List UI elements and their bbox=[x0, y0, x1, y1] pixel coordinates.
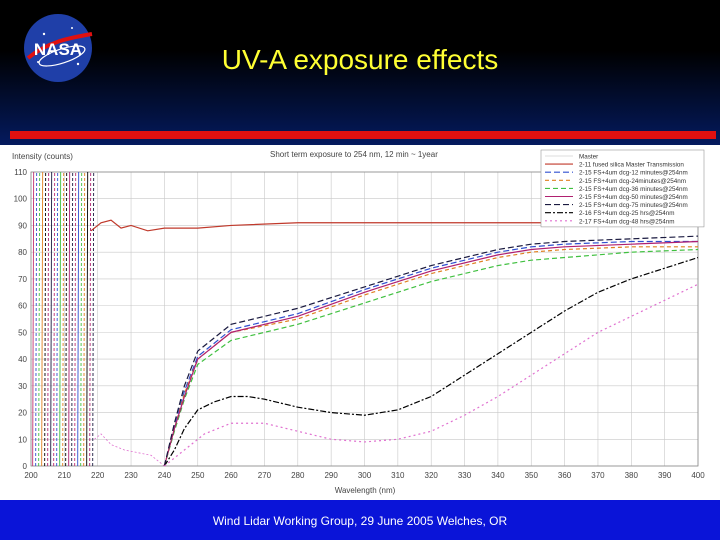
x-tick-label-350: 350 bbox=[525, 471, 539, 480]
footer-bar: Wind Lidar Working Group, 29 June 2005 W… bbox=[0, 500, 720, 540]
noise-spike-1 bbox=[35, 171, 38, 467]
plot-frame bbox=[30, 171, 699, 467]
legend-entry-8: 2-17 FS+4um dcg-48 hrs@254nm bbox=[579, 218, 674, 225]
noise-spike-2 bbox=[38, 171, 41, 467]
y-tick-label-40: 40 bbox=[18, 355, 27, 364]
noise-tail bbox=[94, 433, 165, 467]
x-tick-label-270: 270 bbox=[258, 471, 272, 480]
noise-spike-17 bbox=[83, 171, 86, 467]
noise-spike-5 bbox=[47, 171, 50, 467]
noise-spike-13 bbox=[71, 171, 74, 467]
noise-spike-14 bbox=[74, 171, 77, 467]
noise-spike-3 bbox=[41, 171, 44, 467]
x-tick-label-400: 400 bbox=[691, 471, 705, 480]
noise-spike-0 bbox=[32, 171, 35, 467]
x-tick-label-310: 310 bbox=[391, 471, 405, 480]
x-axis-label: Wavelength (nm) bbox=[335, 486, 396, 495]
x-tick-label-230: 230 bbox=[124, 471, 138, 480]
noise-spike-12 bbox=[68, 171, 71, 467]
series-line-5 bbox=[163, 240, 699, 467]
x-tick-label-320: 320 bbox=[425, 471, 439, 480]
y-axis-label: Intensity (counts) bbox=[12, 152, 73, 161]
x-tick-label-300: 300 bbox=[358, 471, 372, 480]
nasa-logo: NASA bbox=[24, 14, 93, 82]
y-tick-label-60: 60 bbox=[18, 302, 27, 311]
legend-entry-2: 2-15 FS+4um dcg-12 minutes@254nm bbox=[579, 170, 688, 177]
chart-area: 200 210 220 230 240 250 260 270 280 290 300 310 320 3… bbox=[0, 145, 720, 500]
noise-spike-10 bbox=[62, 171, 65, 467]
slide-title: UV-A exposure effects bbox=[221, 44, 499, 75]
x-tick-label-340: 340 bbox=[491, 471, 505, 480]
y-tick-label-30: 30 bbox=[18, 382, 27, 391]
accent-bar bbox=[10, 131, 716, 139]
x-tick-label-290: 290 bbox=[324, 471, 338, 480]
legend-entry-1: 2-11 fused silica Master Transmission bbox=[579, 162, 684, 169]
legend-entry-3: 2-15 FS+4um dcg-24minutes@254nm bbox=[579, 178, 686, 185]
x-tick-label-280: 280 bbox=[291, 471, 305, 480]
x-tick-label-360: 360 bbox=[558, 471, 572, 480]
noise-spike-18 bbox=[86, 171, 89, 467]
series-line-6 bbox=[163, 235, 699, 467]
y-tick-label-110: 110 bbox=[14, 168, 27, 177]
x-tick-labels: 200 210 220 230 240 250 260 270 280 290 300 310 320 3… bbox=[24, 471, 705, 480]
x-tick-label-240: 240 bbox=[158, 471, 172, 480]
series-line-2 bbox=[163, 240, 698, 467]
chart-grid bbox=[30, 171, 699, 467]
nasa-logo-text: NASA bbox=[34, 40, 82, 59]
noise-spike-7 bbox=[53, 171, 56, 467]
noise-spike-6 bbox=[50, 171, 53, 467]
legend-entry-4: 2-15 FS+4um dcg-36 minutes@254nm bbox=[579, 186, 688, 193]
legend-entry-5: 2-15 FS+4um dcg-50 minutes@254nm bbox=[579, 194, 688, 201]
noise-spike-4 bbox=[44, 171, 47, 467]
footer-text: Wind Lidar Working Group, 29 June 2005 W… bbox=[212, 514, 508, 528]
x-tick-label-200: 200 bbox=[24, 471, 38, 480]
chart-series bbox=[90, 219, 699, 467]
line-chart: 200 210 220 230 240 250 260 270 280 290 300 310 320 3… bbox=[12, 149, 705, 495]
x-tick-label-220: 220 bbox=[91, 471, 105, 480]
x-tick-label-250: 250 bbox=[191, 471, 205, 480]
x-tick-label-390: 390 bbox=[658, 471, 672, 480]
legend-entry-6: 2-15 FS+4um dcg-75 minutes@254nm bbox=[579, 202, 688, 209]
noise-spike-20 bbox=[92, 171, 95, 467]
y-tick-label-50: 50 bbox=[18, 328, 27, 337]
series-line-3 bbox=[163, 246, 698, 467]
series-line-8 bbox=[164, 283, 699, 467]
legend-entry-7: 2-16 FS+4um dcg-25 hrs@254nm bbox=[579, 210, 674, 217]
legend-entry-0: Master bbox=[579, 154, 598, 161]
noise-spike-8 bbox=[56, 171, 59, 467]
y-tick-label-100: 100 bbox=[14, 195, 28, 204]
legend-box bbox=[540, 149, 705, 228]
noise-spike-11 bbox=[65, 171, 68, 467]
noise-spike-15 bbox=[77, 171, 80, 467]
x-tick-label-380: 380 bbox=[625, 471, 639, 480]
noise-spike-16 bbox=[80, 171, 83, 467]
y-tick-label-80: 80 bbox=[18, 248, 27, 257]
y-tick-label-70: 70 bbox=[18, 275, 27, 284]
x-tick-label-370: 370 bbox=[591, 471, 605, 480]
series-line-1 bbox=[90, 219, 698, 232]
slide-header-background bbox=[0, 0, 720, 145]
x-tick-label-260: 260 bbox=[224, 471, 238, 480]
chart-title: Short term exposure to 254 nm, 12 min ~ … bbox=[270, 150, 438, 159]
x-tick-label-330: 330 bbox=[458, 471, 472, 480]
noise-spike-19 bbox=[89, 171, 92, 467]
y-tick-label-90: 90 bbox=[18, 221, 27, 230]
y-tick-labels: 0 10 20 30 40 50 60 70 80 90 100 110 bbox=[14, 168, 28, 471]
low-wavelength-noise-lines bbox=[32, 171, 165, 467]
series-line-4 bbox=[163, 248, 699, 467]
noise-spike-9 bbox=[59, 171, 62, 467]
x-tick-label-210: 210 bbox=[58, 471, 72, 480]
series-line-7 bbox=[163, 256, 699, 467]
y-tick-label-0: 0 bbox=[23, 462, 28, 471]
y-tick-label-10: 10 bbox=[18, 435, 27, 444]
y-tick-label-20: 20 bbox=[18, 409, 27, 418]
